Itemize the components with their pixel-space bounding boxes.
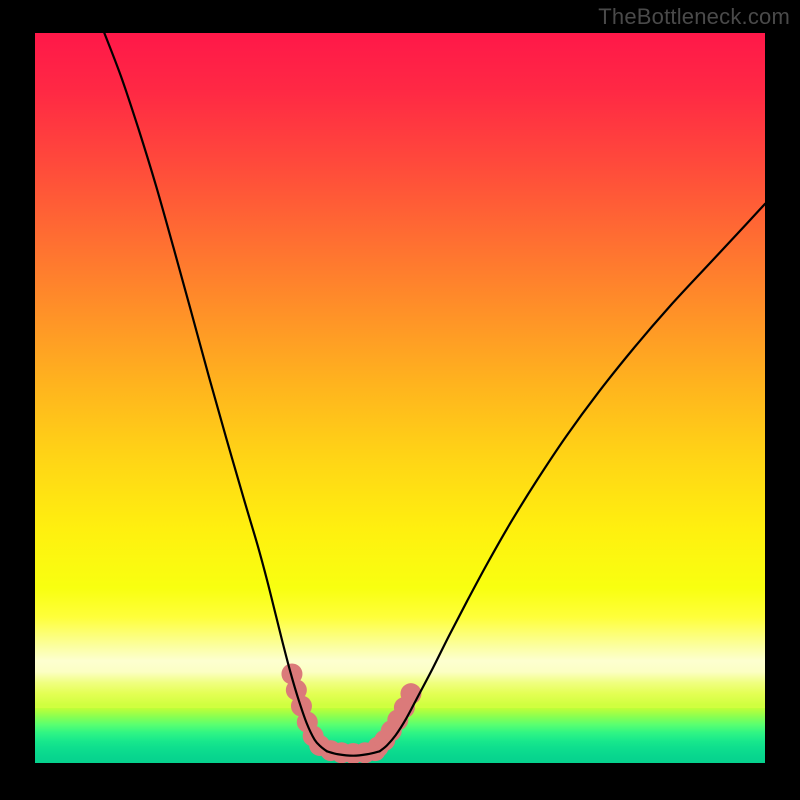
chart-svg (35, 33, 765, 763)
plot-area (35, 33, 765, 763)
curve-right (380, 204, 765, 752)
chart-container: TheBottleneck.com (0, 0, 800, 800)
attribution-label: TheBottleneck.com (598, 4, 790, 30)
curve-left (104, 33, 327, 751)
